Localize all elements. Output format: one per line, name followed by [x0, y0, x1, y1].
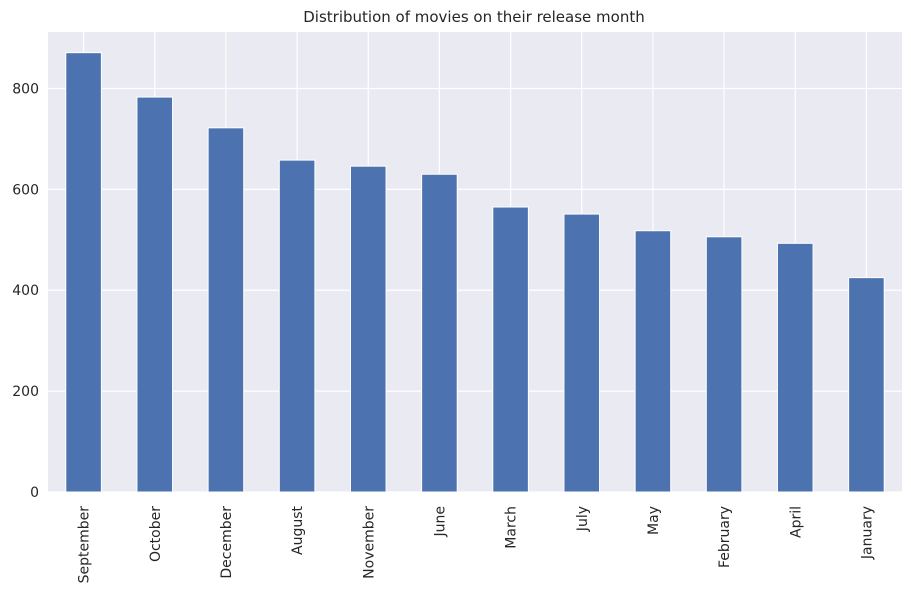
x-tick-label: December: [219, 506, 235, 579]
bar-june: [421, 173, 458, 493]
plot-area: [48, 32, 902, 492]
x-tick-label: August: [290, 505, 306, 555]
bar-may: [634, 230, 672, 493]
x-tick-label: June: [432, 506, 448, 538]
x-tick-label: November: [361, 506, 377, 579]
x-tick-label: March: [504, 506, 520, 549]
bar-april: [776, 242, 814, 493]
bar-august: [278, 159, 316, 493]
bar-march: [492, 206, 529, 493]
y-tick-label: 200: [12, 384, 39, 400]
x-axis-ticks: September October December August November Ju…: [77, 505, 876, 583]
x-tick-label: April: [788, 506, 804, 538]
bar-november: [349, 165, 387, 493]
bar-january: [848, 277, 885, 493]
bar-february: [705, 236, 743, 493]
bar-september: [65, 52, 102, 493]
x-tick-label: February: [717, 506, 733, 568]
y-tick-label: 400: [12, 283, 39, 299]
bars: [65, 52, 885, 493]
x-tick-label: September: [77, 506, 93, 584]
bar-december: [207, 127, 245, 493]
x-tick-label: July: [575, 506, 591, 532]
y-axis-ticks: 0 200 400 600 800: [12, 81, 39, 501]
y-tick-label: 0: [30, 485, 39, 501]
x-tick-label: January: [859, 506, 875, 560]
y-tick-label: 800: [12, 81, 39, 97]
bar-october: [136, 96, 174, 493]
x-tick-label: October: [148, 506, 164, 562]
bar-july: [563, 213, 601, 493]
y-tick-label: 600: [12, 182, 39, 198]
x-tick-label: May: [646, 506, 662, 535]
chart-title: Distribution of movies on their release …: [303, 8, 644, 26]
